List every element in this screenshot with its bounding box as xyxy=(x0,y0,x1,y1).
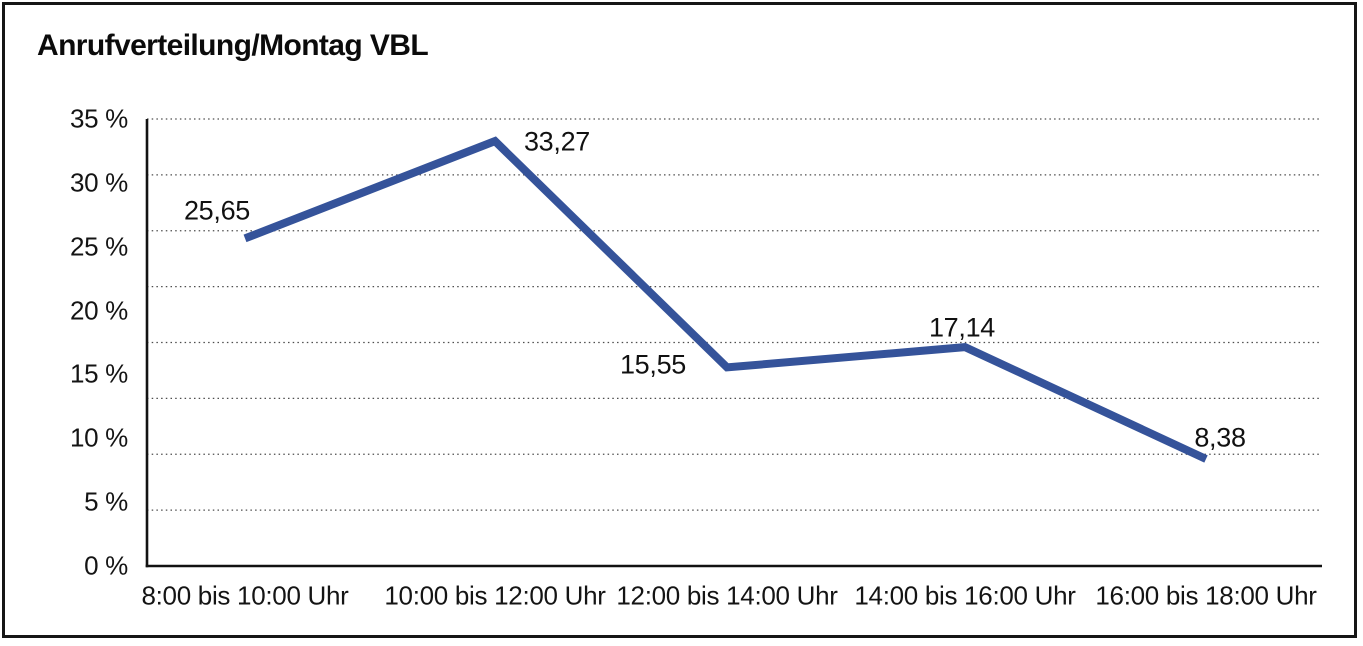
x-axis-category-label: 12:00 bis 14:00 Uhr xyxy=(616,580,838,611)
y-axis-tick-label: 25 % xyxy=(69,231,128,262)
y-axis-tick-label: 15 % xyxy=(69,358,128,389)
x-axis-category-label: 10:00 bis 12:00 Uhr xyxy=(384,580,606,611)
x-axis-category-label: 8:00 bis 10:00 Uhr xyxy=(141,580,349,611)
data-point-label: 8,38 xyxy=(1194,422,1246,453)
data-point-label: 15,55 xyxy=(619,349,687,380)
y-axis-tick-label: 0 % xyxy=(84,550,128,581)
data-point-label: 17,14 xyxy=(928,312,996,343)
y-axis-tick-label: 5 % xyxy=(84,486,128,517)
data-point-label: 33,27 xyxy=(523,126,591,157)
x-axis-category-label: 14:00 bis 16:00 Uhr xyxy=(854,580,1076,611)
y-axis-tick-label: 20 % xyxy=(69,295,128,326)
y-axis-tick-label: 30 % xyxy=(69,167,128,198)
chart-title: Anrufverteilung/Montag VBL xyxy=(37,29,429,62)
data-point-label: 25,65 xyxy=(183,195,251,226)
y-axis-tick-label: 10 % xyxy=(69,422,128,453)
y-axis-tick-label: 35 % xyxy=(69,103,128,134)
data-line xyxy=(243,136,1208,463)
x-axis-category-label: 16:00 bis 18:00 Uhr xyxy=(1095,580,1317,611)
